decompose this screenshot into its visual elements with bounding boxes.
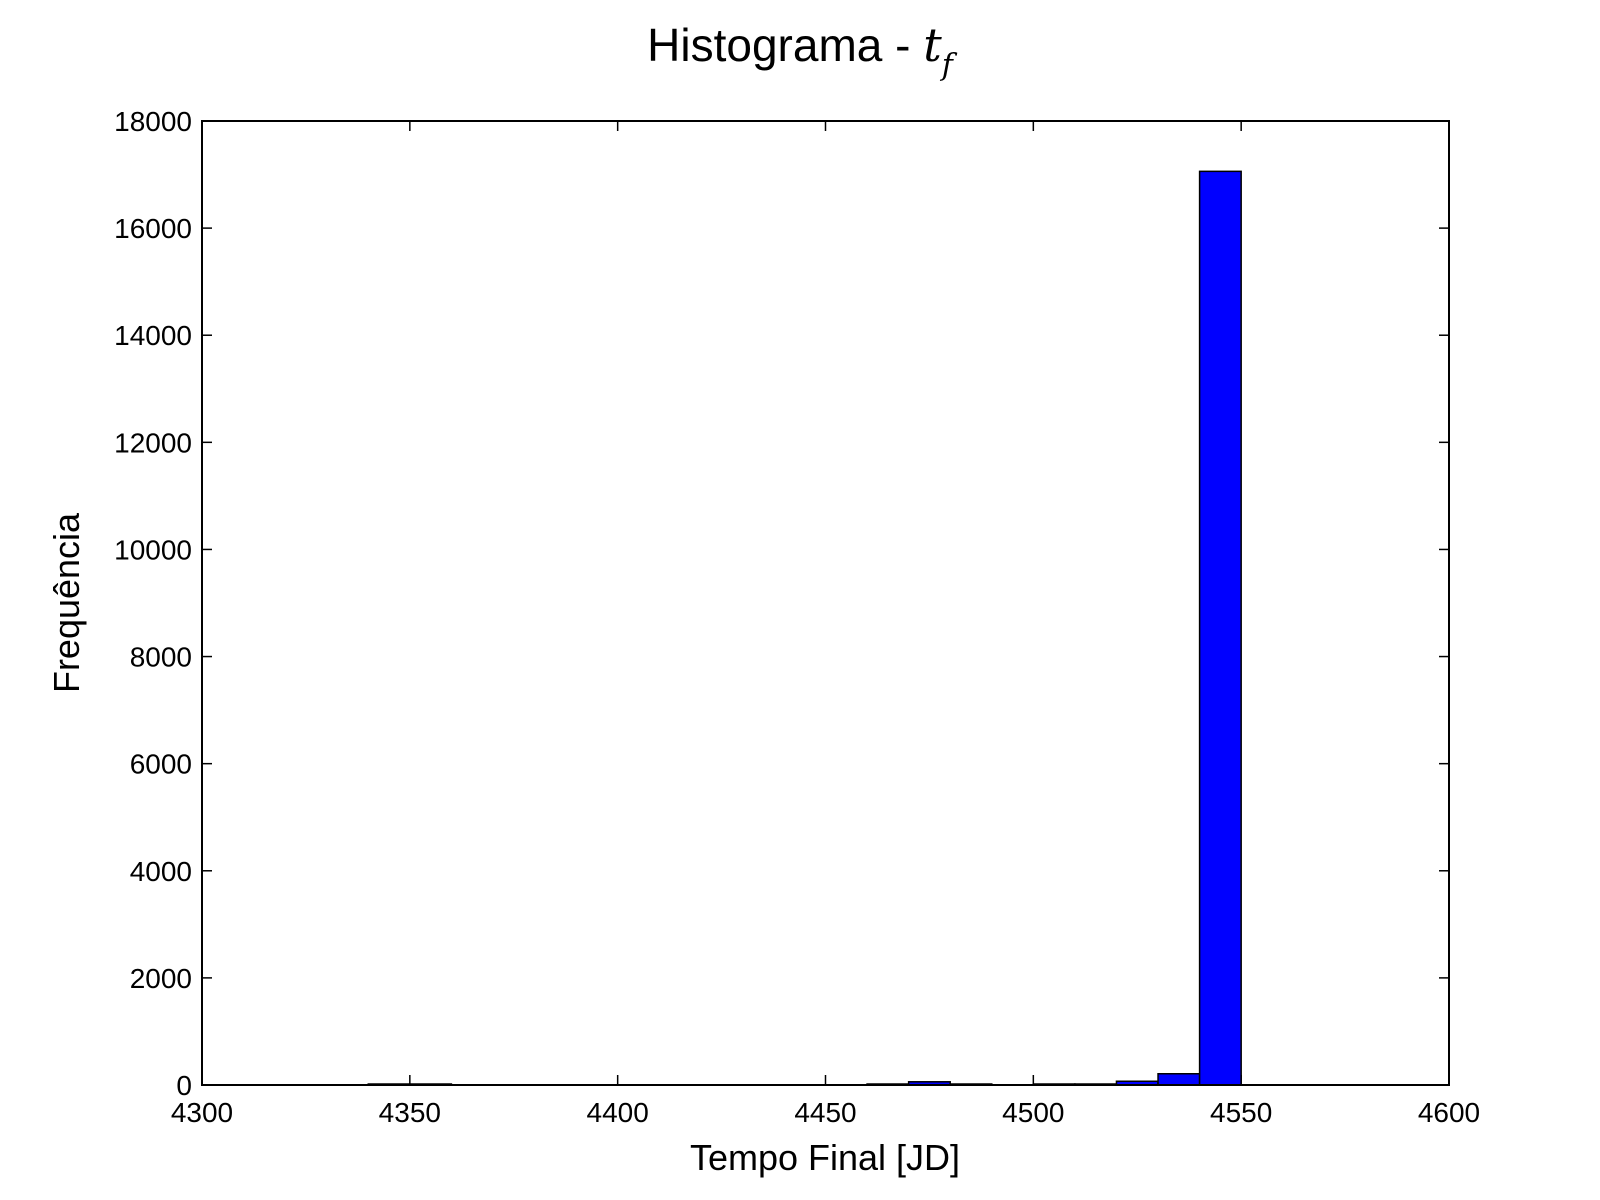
y-tick-label-3: 6000 — [130, 749, 192, 780]
x-tick-label-2: 4400 — [587, 1097, 649, 1128]
histogram-bar-8 — [1157, 1073, 1201, 1086]
x-tick-label-4: 4500 — [1002, 1097, 1064, 1128]
x-tick-label-5: 4550 — [1210, 1097, 1272, 1128]
y-tick-label-6: 12000 — [114, 427, 192, 458]
y-tick-label-5: 10000 — [114, 534, 192, 565]
x-tick-label-6: 4600 — [1418, 1097, 1480, 1128]
y-axis-label: Frequência — [46, 512, 87, 693]
x-tick-label-1: 4350 — [379, 1097, 441, 1128]
y-tick-label-1: 2000 — [130, 963, 192, 994]
y-tick-label-2: 4000 — [130, 856, 192, 887]
x-axis-label: Tempo Final [JD] — [690, 1137, 960, 1178]
chart-title-math: t — [923, 18, 942, 72]
chart-title: Histograma - tf — [647, 18, 958, 83]
x-tick-label-0: 4300 — [171, 1097, 233, 1128]
histogram-bar-9 — [1198, 170, 1242, 1086]
y-tick-label-0: 0 — [176, 1070, 192, 1101]
plot-frame — [201, 120, 1450, 1086]
chart-title-math-sub: f — [940, 48, 958, 83]
y-tick-label-4: 8000 — [130, 642, 192, 673]
y-tick-label-7: 14000 — [114, 320, 192, 351]
y-tick-label-8: 16000 — [114, 213, 192, 244]
bars-group — [367, 170, 1242, 1086]
y-tick-label-9: 18000 — [114, 106, 192, 137]
x-tick-label-3: 4450 — [794, 1097, 856, 1128]
chart-title-text: Histograma - — [647, 19, 923, 71]
ticks-group: 4300 4350 4400 4450 4500 4550 4600 0 2000 4000 600… — [114, 106, 1480, 1128]
